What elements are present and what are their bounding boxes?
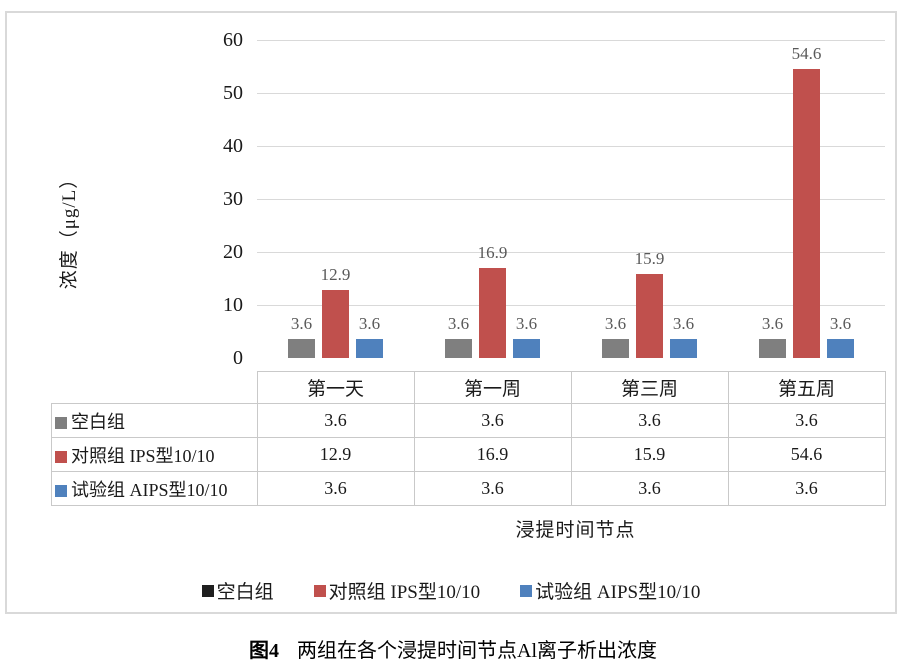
table-value-s1-c2: 15.9 [570,437,729,472]
legend-swatch-icon [520,584,533,597]
table-corner-cell [52,372,258,404]
bar-series1-cat2 [636,273,663,358]
series-label-2: 试验组 AIPS型10/10 [51,471,258,506]
data-label-series1-cat1: 16.9 [477,243,508,263]
legend: 空白组 对照组 IPS型10/10 试验组 AIPS型10/10 [7,577,895,604]
y-axis-title: 浓度（μg/L） [59,168,80,290]
bar-series0-cat1 [445,338,472,358]
y-tick-label-40: 40 [223,135,243,157]
data-label-series1-cat0: 12.9 [320,264,351,284]
bar-series1-cat0 [322,289,349,358]
category-label-0: 第一天 [256,371,415,404]
gridline-20 [257,252,885,253]
gridline-30 [257,199,885,200]
data-label-series2-cat2: 3.6 [672,313,695,333]
legend-item-1: 对照组 IPS型10/10 [313,577,481,604]
legend-item-0: 空白组 [201,577,274,604]
series-key-icon [55,450,67,463]
y-tick-label-50: 50 [223,82,243,104]
gridline-60 [257,40,885,41]
bar-series0-cat3 [759,338,786,358]
data-label-series0-cat0: 3.6 [290,313,313,333]
data-label-series1-cat2: 15.9 [634,248,665,268]
data-label-series0-cat3: 3.6 [761,313,784,333]
bar-series0-cat2 [602,338,629,358]
data-label-series0-cat1: 3.6 [447,313,470,333]
legend-label: 试验组 AIPS型10/10 [535,582,701,603]
caption-number: 图4 [249,640,279,662]
table-row-series2: 试验组 AIPS型10/10 3.6 3.6 3.6 3.6 [51,471,886,506]
data-label-series1-cat3: 54.6 [791,43,822,63]
bar-series2-cat0 [356,338,383,358]
data-label-series2-cat1: 3.6 [515,313,538,333]
chart-frame: 浓度（μg/L） 0 10 20 30 40 50 60 3.6 3.6 3.6 3.6 12.9 16… [5,11,897,614]
table-value-s0-c3: 3.6 [727,403,886,438]
series-key-icon [55,416,67,429]
category-header-row: 第一天 第一周 第三周 第五周 [52,371,886,404]
bar-series1-cat1 [479,268,506,358]
legend-label: 对照组 IPS型10/10 [328,582,481,603]
table-row-series1: 对照组 IPS型10/10 12.9 16.9 15.9 54.6 [51,437,886,472]
table-value-s2-c3: 3.6 [727,471,886,506]
data-table: 第一天 第一周 第三周 第五周 空白组 3.6 3.6 3.6 3.6 对照组 IPS型10/10… [51,371,886,506]
legend-item-2: 试验组 AIPS型10/10 [520,577,700,604]
series-key-icon [55,484,67,497]
y-tick-label-0: 0 [233,347,243,369]
y-tick-label-60: 60 [223,29,243,51]
category-label-1: 第一周 [413,371,572,404]
bar-series2-cat1 [513,338,540,358]
bar-series1-cat3 [793,68,820,358]
data-label-series2-cat0: 3.6 [358,313,381,333]
x-axis-title: 浸提时间节点 [515,520,636,541]
data-label-series2-cat3: 3.6 [829,313,852,333]
gridline-10 [257,305,885,306]
data-label-series0-cat2: 3.6 [604,313,627,333]
series-label-0: 空白组 [51,403,258,438]
table-value-s0-c0: 3.6 [256,403,415,438]
table-value-s2-c0: 3.6 [256,471,415,506]
series-label-1: 对照组 IPS型10/10 [51,437,258,472]
table-value-s2-c1: 3.6 [413,471,572,506]
bar-series0-cat0 [288,338,315,358]
category-label-2: 第三周 [570,371,729,404]
legend-swatch-icon [201,584,214,597]
table-value-s1-c1: 16.9 [413,437,572,472]
table-value-s2-c2: 3.6 [570,471,729,506]
y-tick-label-30: 30 [223,188,243,210]
legend-swatch-icon [313,584,326,597]
y-tick-label-10: 10 [223,294,243,316]
bar-series2-cat2 [670,338,697,358]
y-tick-label-20: 20 [223,241,243,263]
table-value-s1-c0: 12.9 [256,437,415,472]
category-label-3: 第五周 [727,371,886,404]
table-value-s1-c3: 54.6 [727,437,886,472]
table-row-series0: 空白组 3.6 3.6 3.6 3.6 [51,403,886,438]
caption-text: 两组在各个浸提时间节点Al离子析出浓度 [297,640,657,662]
figure-caption: 图4 两组在各个浸提时间节点Al离子析出浓度 [0,634,906,663]
legend-label: 空白组 [216,582,274,603]
bar-series2-cat3 [827,338,854,358]
gridline-50 [257,93,885,94]
table-value-s0-c2: 3.6 [570,403,729,438]
table-value-s0-c1: 3.6 [413,403,572,438]
gridline-40 [257,146,885,147]
